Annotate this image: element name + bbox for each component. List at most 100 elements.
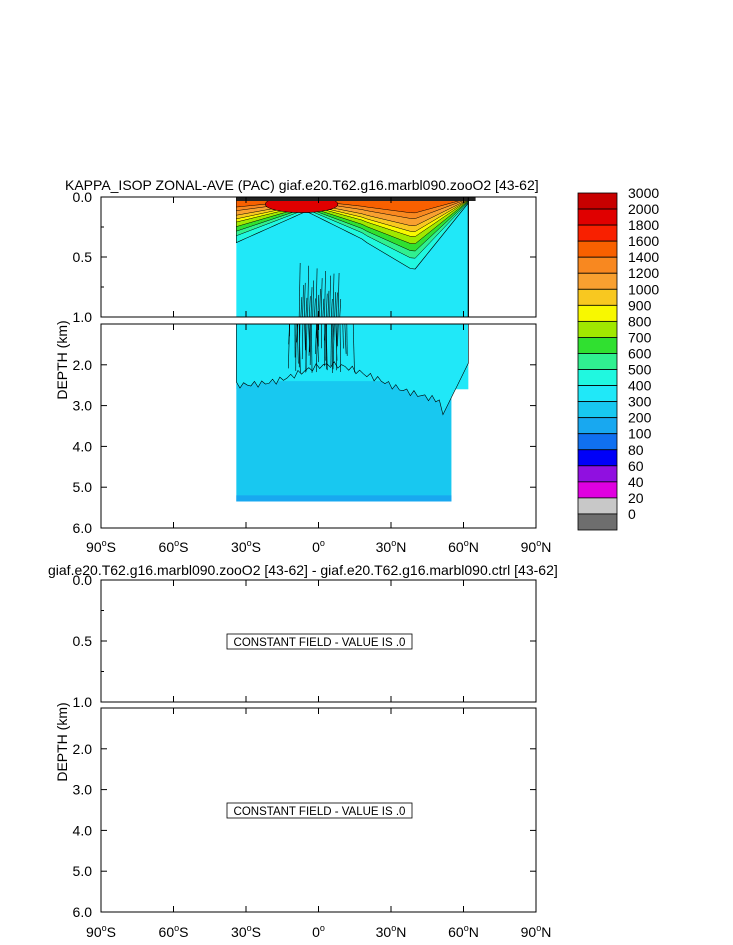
contour-spike bbox=[337, 273, 340, 317]
contour-spike bbox=[300, 297, 303, 317]
contour-spike bbox=[319, 289, 321, 317]
y-axis-ticks: 0.0 0.5 1.0 2.0 3.0 4.0 5.0 6.0 bbox=[73, 572, 536, 920]
colorbar-swatch bbox=[577, 208, 618, 226]
contour-spike bbox=[332, 273, 335, 317]
contour-spike bbox=[330, 324, 332, 367]
y-tick-label: 0.5 bbox=[73, 633, 93, 649]
x-tick-label: 60oS bbox=[159, 923, 189, 940]
colorbar-swatch bbox=[577, 385, 618, 403]
constant-field-annotation: CONSTANT FIELD - VALUE IS .0 bbox=[234, 637, 406, 649]
colorbar: 3000200018001600140012001000900800700600… bbox=[577, 185, 659, 531]
x-tick-label: 0o bbox=[312, 538, 325, 555]
colorbar-label: 900 bbox=[628, 297, 652, 313]
colorbar-swatch bbox=[577, 369, 618, 386]
x-tick-label: 60oN bbox=[448, 923, 479, 940]
contour-spike bbox=[314, 298, 316, 317]
contour-spike bbox=[317, 294, 320, 317]
x-tick-label: 30oN bbox=[376, 923, 407, 940]
contour-spike bbox=[296, 324, 299, 343]
contour-spike bbox=[322, 298, 325, 317]
x-axis-ticks: 90oS 60oS 30oS 0o 30oN 60oN 90oN bbox=[86, 580, 551, 940]
colorbar-swatch bbox=[577, 320, 618, 338]
chart-title: KAPPA_ISOP ZONAL-AVE (PAC) giaf.e20.T62.… bbox=[65, 177, 539, 193]
colorbar-label: 600 bbox=[628, 345, 652, 361]
colorbar-swatch bbox=[577, 497, 618, 515]
colorbar-label: 800 bbox=[628, 313, 652, 329]
x-tick-label: 90oN bbox=[521, 923, 552, 940]
lower-panel-fill bbox=[236, 324, 469, 502]
contour-spike bbox=[305, 297, 308, 317]
annotation-box bbox=[226, 633, 413, 650]
y-tick-label: 5.0 bbox=[73, 479, 93, 495]
y-tick-label: 4.0 bbox=[73, 438, 93, 454]
y-tick-label: 1.0 bbox=[73, 309, 93, 325]
contour-spike bbox=[309, 296, 311, 317]
y-tick-label: 2.0 bbox=[73, 357, 93, 373]
colorbar-label: 1800 bbox=[628, 217, 659, 233]
contour-spike bbox=[304, 324, 306, 351]
field-deep bbox=[236, 381, 452, 502]
contour-spike bbox=[288, 324, 290, 369]
colorbar-label: 1400 bbox=[628, 249, 659, 265]
colorbar-label: 0 bbox=[628, 506, 636, 522]
contour-spike bbox=[315, 268, 318, 317]
contour-spike bbox=[331, 298, 333, 317]
colorbar-swatch bbox=[577, 304, 618, 322]
constant-field-annotation: CONSTANT FIELD - VALUE IS .0 bbox=[234, 806, 406, 818]
contour-spike bbox=[324, 271, 326, 317]
y-tick-label: 2.0 bbox=[73, 741, 93, 757]
y-tick-label: 1.0 bbox=[73, 694, 93, 710]
x-axis-ticks: 90oS 60oS 30oS 0o 30oN 60oN 90oN bbox=[86, 197, 551, 555]
y-axis-ticks: 0.0 0.5 1.0 2.0 3.0 4.0 5.0 6.0 bbox=[73, 189, 536, 536]
colorbar-label: 20 bbox=[628, 490, 644, 506]
colorbar-swatch bbox=[577, 465, 618, 483]
colorbar-swatch bbox=[577, 353, 618, 370]
contour-spike bbox=[312, 280, 314, 317]
colorbar-swatch bbox=[577, 272, 618, 290]
contour-spike bbox=[315, 324, 317, 355]
colorbar-label: 400 bbox=[628, 378, 652, 394]
x-tick-label: 90oS bbox=[86, 538, 116, 555]
contour-spike bbox=[320, 278, 323, 317]
kappa-isop-chart: KAPPA_ISOP ZONAL-AVE (PAC) giaf.e20.T62.… bbox=[54, 177, 551, 555]
x-tick-label: 30oS bbox=[231, 538, 261, 555]
y-tick-label: 3.0 bbox=[73, 782, 93, 798]
contour-spike bbox=[298, 262, 301, 317]
y-tick-label: 4.0 bbox=[73, 822, 93, 838]
contour-spike bbox=[336, 292, 338, 317]
contour-spike bbox=[339, 324, 342, 373]
contour-spike bbox=[324, 324, 326, 341]
colorbar-swatch bbox=[577, 481, 618, 499]
contour-spike bbox=[337, 324, 339, 347]
contour-spike bbox=[329, 275, 331, 317]
y-axis-label: DEPTH (km) bbox=[54, 320, 70, 399]
colorbar-swatch bbox=[577, 288, 618, 306]
chart-title: giaf.e20.T62.g16.marbl090.zooO2 [43-62] … bbox=[48, 562, 558, 578]
colorbar-label: 100 bbox=[628, 426, 652, 442]
contour-spike bbox=[316, 324, 319, 363]
field-bottom bbox=[236, 495, 452, 502]
contour-spike bbox=[307, 265, 309, 317]
x-tick-label: 0o bbox=[312, 923, 325, 940]
contour-spike bbox=[308, 324, 311, 356]
x-tick-label: 30oS bbox=[231, 923, 261, 940]
colorbar-swatch bbox=[577, 417, 618, 435]
x-tick-label: 90oS bbox=[86, 923, 116, 940]
colorbar-swatch bbox=[577, 401, 618, 419]
colorbar-swatch bbox=[577, 224, 618, 242]
colorbar-swatch bbox=[577, 433, 618, 451]
x-tick-label: 60oN bbox=[448, 538, 479, 555]
contour-spike bbox=[339, 298, 342, 317]
contour-spike bbox=[342, 324, 344, 349]
colorbar-label: 80 bbox=[628, 442, 644, 458]
y-axis-label: DEPTH (km) bbox=[54, 702, 70, 781]
x-tick-label: 90oN bbox=[521, 538, 552, 555]
colorbar-label: 1000 bbox=[628, 281, 659, 297]
colorbar-label: 1600 bbox=[628, 233, 659, 249]
x-tick-label: 60oS bbox=[159, 538, 189, 555]
colorbar-label: 40 bbox=[628, 474, 644, 490]
contour-spike bbox=[316, 324, 318, 373]
contour-spike bbox=[310, 287, 313, 317]
colorbar-label: 2000 bbox=[628, 201, 659, 217]
